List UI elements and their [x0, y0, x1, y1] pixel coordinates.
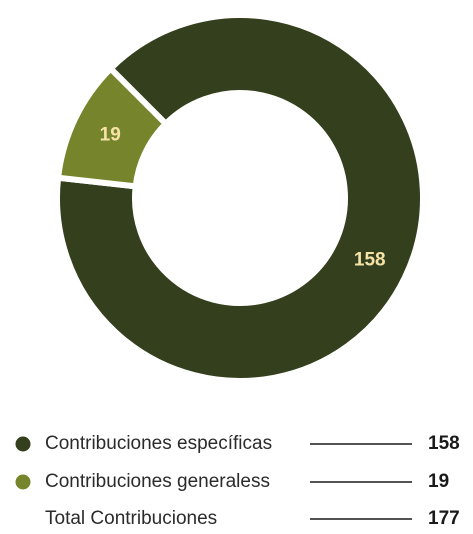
data-label: 158	[354, 249, 386, 270]
legend-label: Contribuciones específicas	[45, 433, 272, 454]
total-label: Total Contribuciones	[45, 508, 217, 529]
legend-marker	[15, 474, 31, 490]
data-label: 19	[100, 125, 121, 146]
legend-value: 19	[428, 471, 449, 492]
legend-marker	[15, 436, 31, 452]
legend-value: 158	[428, 433, 460, 454]
legend-label: Contribuciones generaless	[45, 471, 270, 492]
pie-segment	[54, 64, 170, 190]
total-value: 177	[428, 508, 460, 529]
